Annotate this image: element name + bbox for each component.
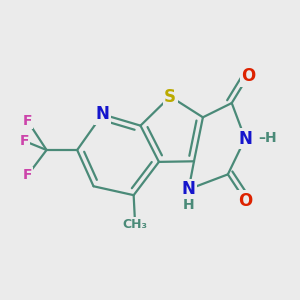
Text: O: O [238, 191, 252, 209]
Text: F: F [20, 134, 29, 148]
Text: H: H [183, 198, 194, 212]
Text: N: N [238, 130, 252, 148]
Text: –H: –H [259, 131, 277, 145]
Text: S: S [164, 88, 176, 106]
Text: CH₃: CH₃ [123, 218, 148, 231]
Text: F: F [23, 168, 32, 182]
Text: F: F [23, 114, 32, 128]
Text: O: O [241, 67, 255, 85]
Text: N: N [95, 105, 110, 123]
Text: N: N [182, 180, 196, 198]
